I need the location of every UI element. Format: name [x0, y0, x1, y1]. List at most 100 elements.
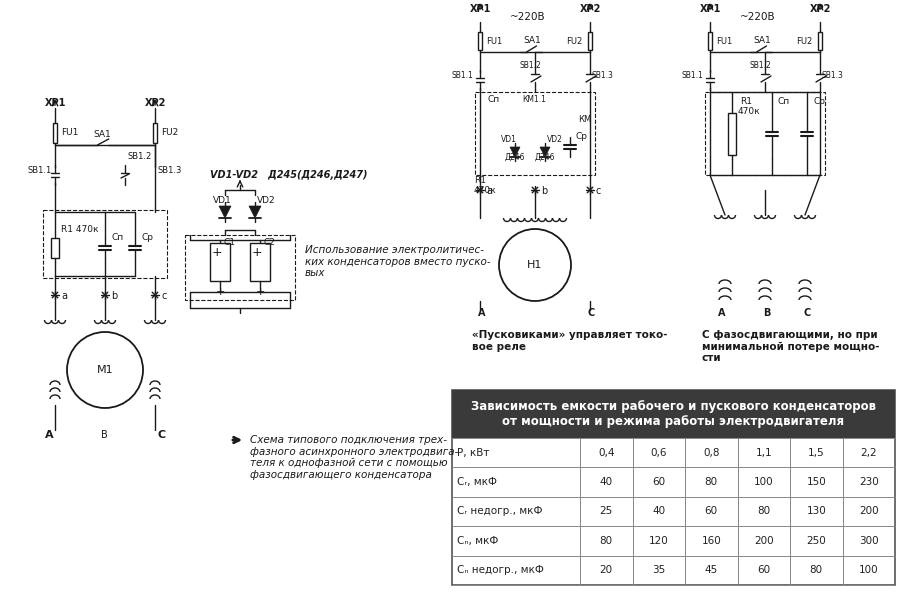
Text: SB1.3: SB1.3 — [157, 166, 182, 175]
Text: Д246: Д246 — [505, 153, 526, 162]
Text: 25: 25 — [599, 506, 613, 517]
Text: 150: 150 — [806, 477, 826, 487]
Text: SB1.1: SB1.1 — [452, 71, 473, 80]
Text: Сп: Сп — [778, 97, 790, 106]
Text: 1,5: 1,5 — [808, 448, 824, 458]
Text: 470к: 470к — [738, 107, 760, 116]
Text: ХР1: ХР1 — [45, 98, 67, 108]
Text: Н1: Н1 — [527, 260, 543, 270]
Text: C: C — [588, 308, 595, 318]
Text: R1 470к: R1 470к — [61, 225, 98, 234]
Text: SB1.2: SB1.2 — [127, 152, 151, 161]
Text: 80: 80 — [599, 536, 613, 546]
Circle shape — [67, 332, 143, 408]
Polygon shape — [540, 147, 550, 157]
Text: +: + — [256, 287, 266, 297]
Text: 0,4: 0,4 — [598, 448, 615, 458]
Text: 80: 80 — [757, 506, 770, 517]
Text: C: C — [803, 308, 810, 318]
Text: 60: 60 — [757, 565, 770, 575]
Text: +: + — [216, 287, 225, 297]
Text: 0,6: 0,6 — [651, 448, 667, 458]
Text: A: A — [45, 430, 54, 440]
Text: ХР2: ХР2 — [810, 4, 832, 14]
Text: Ср: Ср — [813, 97, 825, 106]
Text: 60: 60 — [652, 477, 665, 487]
Text: c: c — [596, 186, 601, 196]
Text: КМ1.1: КМ1.1 — [522, 95, 546, 104]
Bar — [728, 113, 736, 155]
Text: b: b — [111, 291, 117, 301]
Text: 45: 45 — [705, 565, 718, 575]
Text: FU1: FU1 — [716, 37, 733, 46]
Bar — [250, 243, 270, 281]
Bar — [588, 32, 592, 50]
Bar — [43, 210, 167, 278]
Text: FU2: FU2 — [161, 128, 178, 137]
Text: 300: 300 — [859, 536, 878, 546]
Text: 100: 100 — [754, 477, 774, 487]
Polygon shape — [510, 147, 520, 157]
Text: 160: 160 — [701, 536, 721, 546]
Text: b: b — [541, 186, 547, 196]
Text: Р, кВт: Р, кВт — [457, 448, 490, 458]
Text: Сп: Сп — [488, 95, 500, 104]
Text: Д246: Д246 — [535, 153, 555, 162]
Text: «Пусковиками» управляет токо-
вое реле: «Пусковиками» управляет токо- вое реле — [472, 330, 668, 352]
Text: SB1.2: SB1.2 — [520, 61, 542, 70]
Text: 40: 40 — [599, 477, 613, 487]
Text: ~220В: ~220В — [740, 12, 776, 22]
Text: 60: 60 — [705, 506, 718, 517]
Bar — [818, 32, 822, 50]
Text: ~220В: ~220В — [510, 12, 545, 22]
Text: 200: 200 — [754, 536, 774, 546]
Text: SB1.3: SB1.3 — [822, 71, 844, 80]
Bar — [452, 390, 895, 585]
Text: Сᵣ, мкФ: Сᵣ, мкФ — [457, 477, 497, 487]
Text: Ср: Ср — [576, 132, 588, 141]
Text: 80: 80 — [705, 477, 718, 487]
Text: SB1.3: SB1.3 — [592, 71, 614, 80]
Text: 120: 120 — [649, 536, 669, 546]
Text: a: a — [61, 291, 67, 301]
Text: c: c — [161, 291, 166, 301]
Text: 230: 230 — [859, 477, 878, 487]
Text: FU1: FU1 — [61, 128, 78, 137]
Text: М1: М1 — [96, 365, 113, 375]
Text: R1: R1 — [740, 97, 752, 106]
Text: SB1.1: SB1.1 — [682, 71, 704, 80]
Polygon shape — [219, 206, 231, 218]
Text: B: B — [763, 308, 770, 318]
Text: a: a — [486, 186, 492, 196]
Text: SB1.1: SB1.1 — [27, 166, 51, 175]
Text: +: + — [252, 247, 263, 260]
Text: 2,2: 2,2 — [860, 448, 878, 458]
Text: КМ: КМ — [578, 115, 591, 124]
Text: 20: 20 — [599, 565, 613, 575]
Bar — [51, 238, 59, 258]
Bar — [475, 92, 595, 175]
Circle shape — [499, 229, 571, 301]
Text: FU2: FU2 — [796, 37, 812, 46]
Text: 200: 200 — [859, 506, 878, 517]
Text: ХР2: ХР2 — [145, 98, 166, 108]
Text: 130: 130 — [806, 506, 826, 517]
Text: 1,1: 1,1 — [755, 448, 772, 458]
Text: Сₙ, мкФ: Сₙ, мкФ — [457, 536, 499, 546]
Text: ХР1: ХР1 — [700, 4, 722, 14]
Bar — [452, 390, 895, 438]
Text: VD2: VD2 — [547, 135, 562, 144]
Text: A: A — [478, 308, 485, 318]
Text: FU2: FU2 — [566, 37, 582, 46]
Text: SA1: SA1 — [523, 36, 541, 45]
Text: VD1: VD1 — [213, 196, 232, 205]
Text: Ср: Ср — [141, 233, 153, 242]
Text: 40: 40 — [652, 506, 665, 517]
Text: Сп: Сп — [111, 233, 123, 242]
Text: VD1: VD1 — [501, 135, 517, 144]
Text: C2: C2 — [263, 238, 274, 247]
Text: A: A — [718, 308, 725, 318]
Text: VD1-VD2   Д245(Д246,Д247): VD1-VD2 Д245(Д246,Д247) — [210, 170, 367, 180]
Text: Сᵣ недогр., мкФ: Сᵣ недогр., мкФ — [457, 506, 543, 517]
Text: 470к: 470к — [474, 186, 497, 195]
